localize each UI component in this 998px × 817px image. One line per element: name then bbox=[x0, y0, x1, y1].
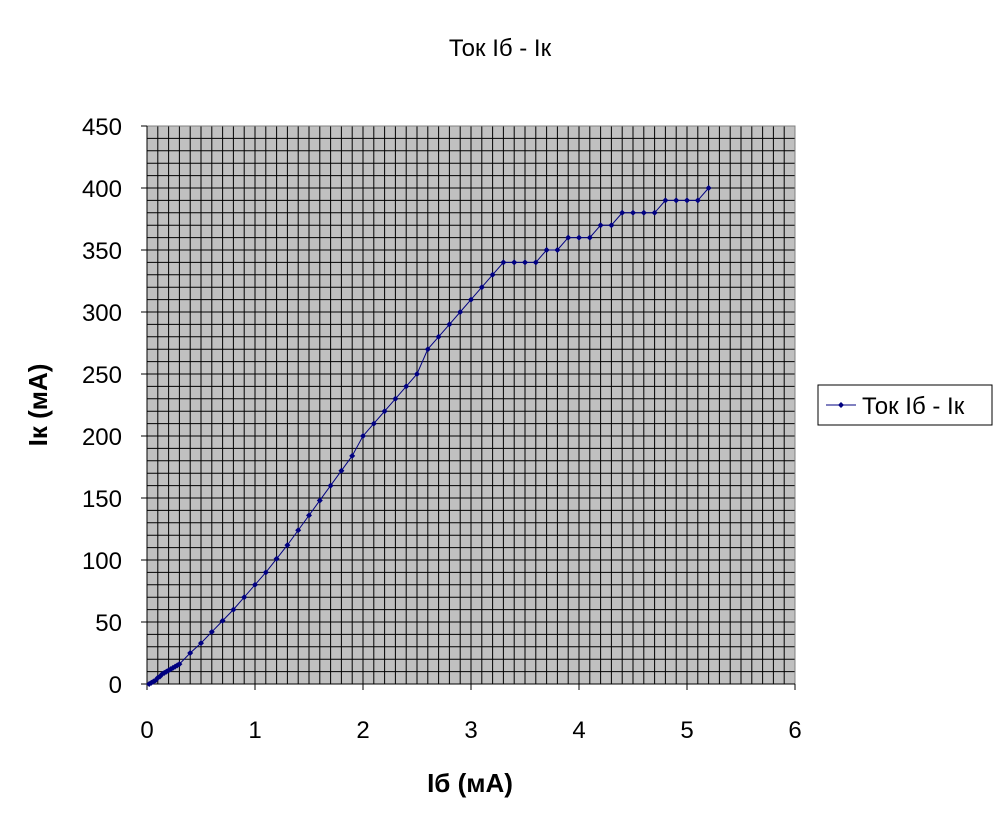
chart-title: Ток Iб - Iк bbox=[449, 35, 552, 62]
y-tick-label: 350 bbox=[82, 238, 122, 265]
x-tick-label: 5 bbox=[680, 717, 693, 744]
data-point bbox=[392, 395, 399, 402]
data-point bbox=[327, 482, 334, 489]
x-tick-label: 3 bbox=[464, 717, 477, 744]
data-point bbox=[468, 296, 474, 303]
data-point bbox=[403, 383, 410, 390]
x-tick-label: 6 bbox=[788, 717, 801, 744]
data-point bbox=[619, 209, 626, 216]
data-point bbox=[187, 650, 194, 656]
data-point bbox=[489, 271, 496, 278]
plot-area bbox=[146, 125, 796, 685]
data-point bbox=[435, 333, 442, 340]
y-tick-label: 250 bbox=[82, 362, 122, 389]
data-point bbox=[360, 433, 366, 439]
data-point bbox=[457, 309, 464, 315]
data-point bbox=[565, 234, 572, 241]
y-tick-label: 150 bbox=[82, 486, 122, 513]
data-point bbox=[230, 606, 237, 613]
data-point bbox=[176, 661, 183, 668]
data-point bbox=[198, 640, 204, 647]
y-tick-label: 300 bbox=[82, 300, 122, 327]
data-point bbox=[597, 222, 604, 229]
data-point bbox=[241, 594, 248, 601]
data-point bbox=[414, 371, 420, 377]
data-point bbox=[219, 617, 226, 624]
data-point bbox=[500, 259, 507, 266]
x-tick-label: 1 bbox=[248, 717, 261, 744]
x-tick-label: 2 bbox=[356, 717, 369, 744]
data-point bbox=[694, 197, 701, 204]
data-point bbox=[381, 408, 388, 415]
series-layer bbox=[146, 185, 712, 687]
data-point bbox=[338, 467, 345, 474]
data-point bbox=[543, 247, 550, 253]
data-point bbox=[252, 581, 258, 588]
legend: Ток Iб - Iк bbox=[817, 384, 993, 426]
data-point bbox=[295, 527, 302, 534]
x-axis-label: Iб (мА) bbox=[427, 768, 513, 798]
legend-entry-label: Ток Iб - Iк bbox=[862, 393, 965, 420]
y-tick-label: 100 bbox=[82, 548, 122, 575]
data-point bbox=[316, 497, 323, 504]
data-point bbox=[586, 234, 593, 241]
legend-marker bbox=[838, 402, 844, 408]
x-tick-label: 0 bbox=[140, 717, 153, 744]
data-point bbox=[478, 284, 485, 291]
data-point bbox=[349, 452, 356, 459]
data-point bbox=[284, 542, 291, 549]
data-point bbox=[608, 222, 615, 229]
data-point bbox=[662, 197, 669, 204]
data-point bbox=[208, 628, 215, 635]
data-point bbox=[522, 259, 528, 266]
data-point bbox=[370, 420, 377, 427]
axes: 0 1 2 3 4 5 6 0 50 100 150 200 250 300 350 400 450 bbox=[82, 114, 802, 744]
data-point bbox=[532, 259, 539, 266]
data-point bbox=[651, 209, 658, 216]
y-ticks: 0 50 100 150 200 250 300 350 400 450 bbox=[82, 114, 147, 699]
data-point bbox=[306, 512, 312, 519]
y-tick-label: 400 bbox=[82, 176, 122, 203]
data-point bbox=[576, 234, 582, 241]
x-ticks: 0 1 2 3 4 5 6 bbox=[140, 684, 802, 744]
data-point bbox=[640, 209, 647, 216]
data-point bbox=[424, 346, 431, 353]
data-point bbox=[446, 321, 453, 328]
data-point bbox=[630, 209, 636, 216]
data-point bbox=[273, 555, 280, 562]
data-point bbox=[705, 185, 712, 191]
y-tick-label: 0 bbox=[109, 672, 122, 699]
y-tick-label: 450 bbox=[82, 114, 122, 141]
data-point bbox=[511, 259, 518, 266]
grid bbox=[147, 126, 795, 684]
data-point bbox=[554, 247, 561, 253]
y-tick-label: 200 bbox=[82, 424, 122, 451]
y-axis-label: Iк (мА) bbox=[23, 364, 53, 447]
data-point bbox=[684, 197, 690, 204]
x-tick-label: 4 bbox=[572, 717, 585, 744]
data-point bbox=[262, 569, 269, 576]
y-tick-label: 50 bbox=[95, 610, 122, 637]
data-point bbox=[673, 197, 680, 204]
